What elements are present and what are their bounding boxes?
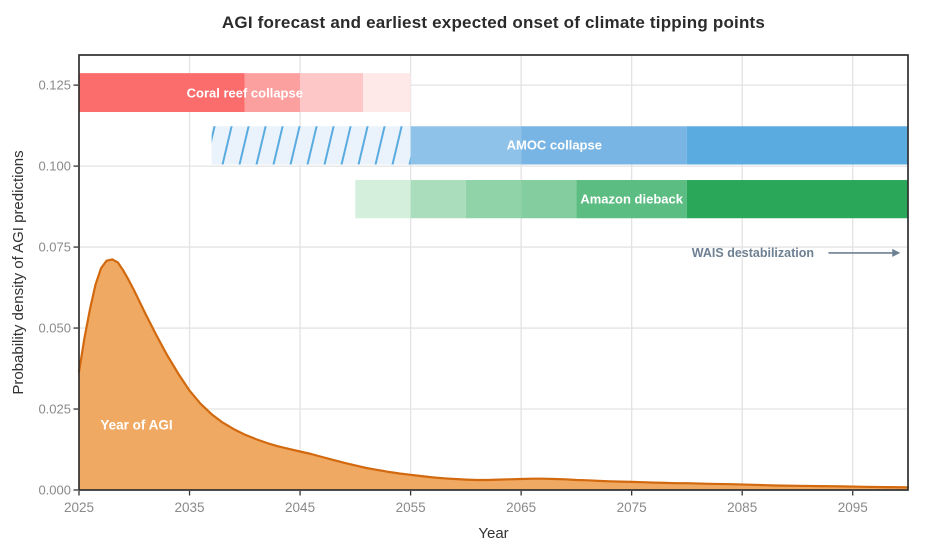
agi-density-curve <box>77 258 910 490</box>
coral-reef-collapse-bar <box>79 73 411 113</box>
y-tick-label: 0.100 <box>38 158 71 174</box>
x-tick-label: 2045 <box>285 500 316 515</box>
chart-title: AGI forecast and earliest expected onset… <box>221 13 766 32</box>
y-tick-label: 0.025 <box>38 401 71 417</box>
coral-reef-collapse-label: Coral reef collapse <box>186 85 303 101</box>
panel-border <box>78 54 909 491</box>
x-axis-title: Year <box>478 525 509 542</box>
y-tick-label: 0.000 <box>38 482 71 498</box>
x-tick-label: 2065 <box>506 500 537 515</box>
wais-destabilization-label: WAIS destabilization <box>691 245 815 260</box>
amazon-dieback-label: Amazon dieback <box>580 191 683 207</box>
x-tick-label: 2095 <box>837 500 868 515</box>
x-tick-label: 2055 <box>395 500 426 515</box>
amazon-dieback-bar <box>355 180 908 219</box>
year-of-agi-label: Year of AGI <box>100 417 173 433</box>
x-tick-label: 2025 <box>63 500 95 515</box>
x-tick-label: 2035 <box>174 500 205 515</box>
y-tick-label: 0.050 <box>38 320 71 336</box>
axis-ticks <box>73 84 854 496</box>
amoc-collapse-label: AMOC collapse <box>506 137 602 153</box>
x-tick-label: 2085 <box>727 500 758 515</box>
amoc-collapse-bar <box>211 126 908 165</box>
wais-arrow <box>828 248 901 257</box>
y-tick-label: 0.075 <box>38 239 71 255</box>
x-tick-label: 2075 <box>616 500 647 515</box>
y-tick-label: 0.125 <box>38 77 71 93</box>
